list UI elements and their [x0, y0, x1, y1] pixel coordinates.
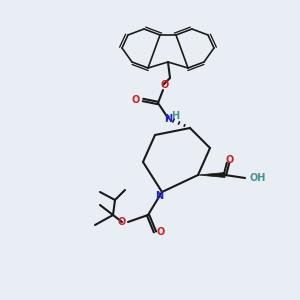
- Text: O: O: [226, 155, 234, 165]
- Text: N: N: [155, 191, 163, 201]
- Text: O: O: [157, 227, 165, 237]
- Text: N: N: [164, 114, 172, 124]
- Text: O: O: [118, 217, 126, 227]
- Text: OH: OH: [250, 173, 266, 183]
- Text: O: O: [132, 95, 140, 105]
- Polygon shape: [198, 172, 225, 178]
- Text: O: O: [161, 80, 169, 90]
- Text: H: H: [171, 111, 179, 121]
